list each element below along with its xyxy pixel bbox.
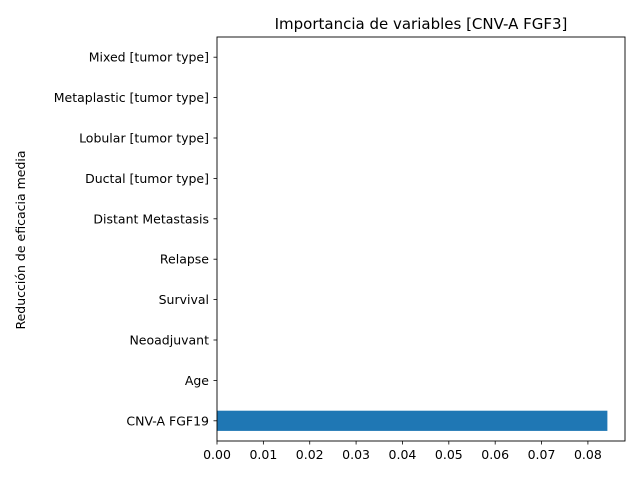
y-axis-label: Reducción de eficacia media [13,150,28,329]
y-tick-label: Lobular [tumor type] [79,131,209,146]
x-tick-label: 0.02 [296,447,324,462]
bars-group [217,410,608,431]
y-tick-label: Metaplastic [tumor type] [54,90,209,105]
x-tick-label: 0.07 [528,447,556,462]
bar-0 [217,410,608,431]
y-tick-label: Survival [159,292,209,307]
x-tick-label: 0.06 [481,447,509,462]
x-tick-label: 0.01 [249,447,277,462]
x-tick-label: 0.05 [435,447,463,462]
y-tick-label: Ductal [tumor type] [85,171,209,186]
y-tick-label: Distant Metastasis [93,211,209,226]
y-tick-label: Mixed [tumor type] [89,50,209,65]
y-tick-label: Neoadjuvant [129,333,209,348]
x-tick-label: 0.04 [389,447,417,462]
x-ticks-group: 0.00 0.01 0.02 0.03 0.04 0.05 0.06 0.07 0.08 [203,441,602,462]
plot-frame [216,36,626,442]
y-tick-label: CNV-A FGF19 [126,413,209,428]
chart-title: Importancia de variables [CNV-A FGF3] [275,15,568,33]
y-ticks-group: CNV-A FGF19 Age Neoadjuvant Survival Relapse… [54,50,217,428]
x-tick-label: 0.00 [203,447,231,462]
x-tick-label: 0.03 [342,447,370,462]
x-tick-label: 0.08 [574,447,602,462]
y-tick-label: Relapse [160,252,209,267]
y-tick-label: Age [185,373,209,388]
